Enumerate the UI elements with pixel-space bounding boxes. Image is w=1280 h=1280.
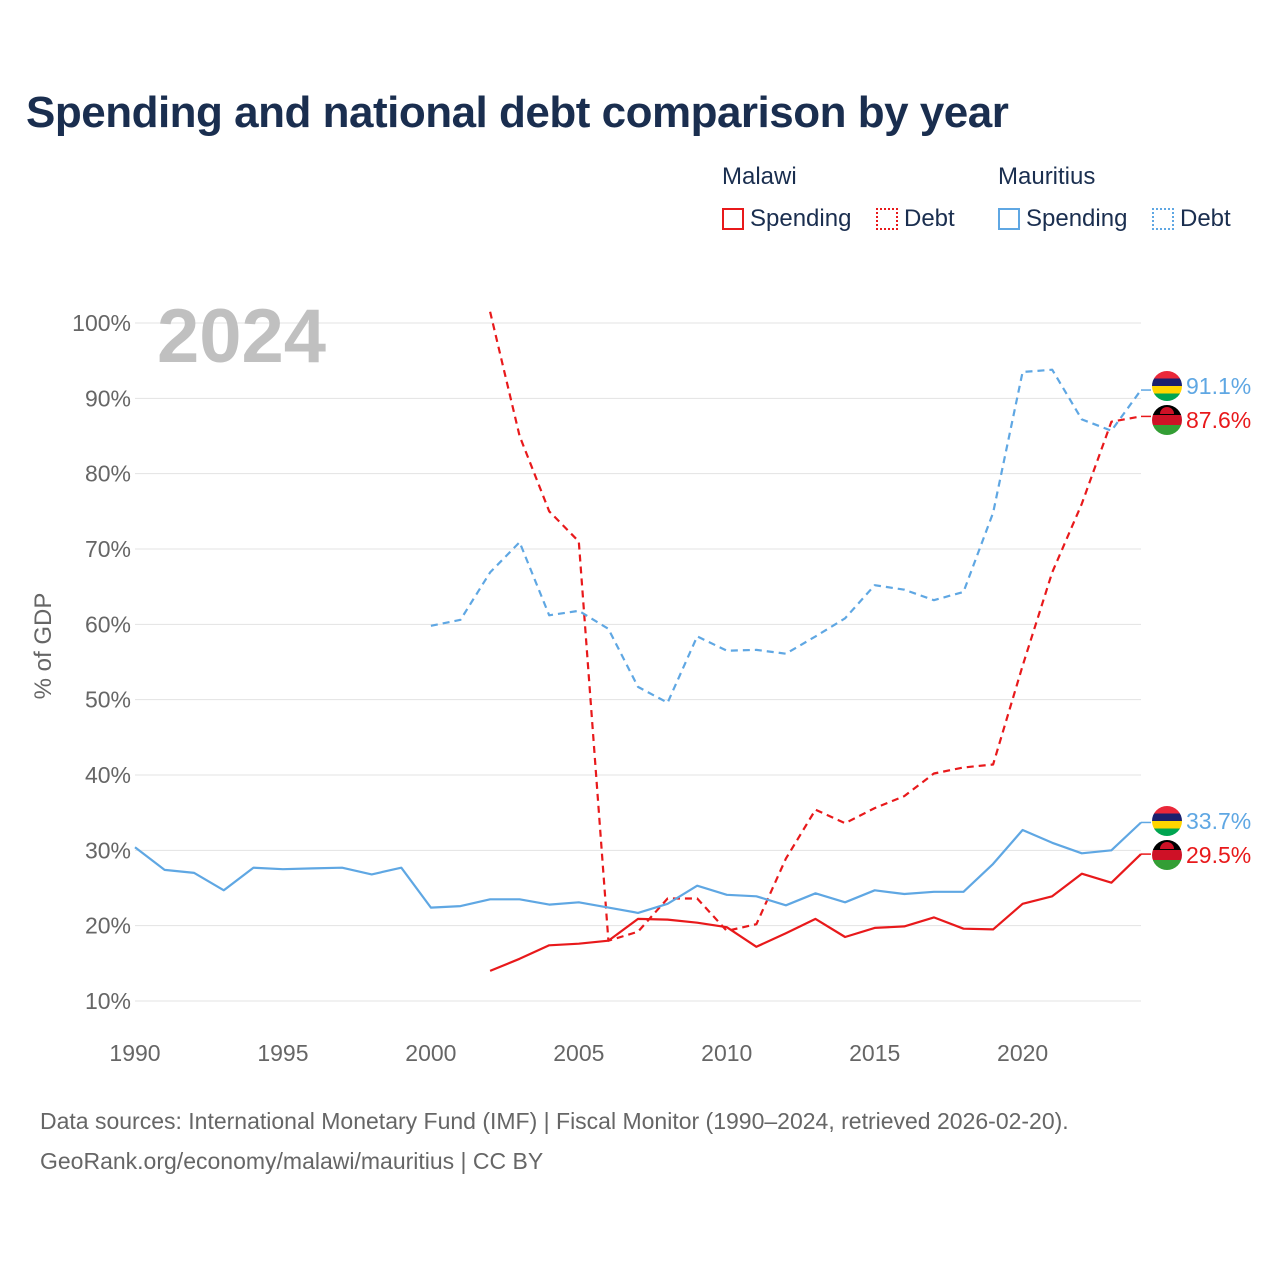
y-tick-label: 90%	[85, 385, 131, 411]
legend-item-mauritius-debt[interactable]: Debt	[1152, 205, 1231, 233]
malawi-flag-icon	[1152, 405, 1182, 435]
mauritius-debt-line	[430, 368, 1142, 704]
malawi-flag-icon	[1152, 840, 1182, 870]
y-tick-label: 80%	[85, 461, 131, 487]
legend-swatch-mauritius-spending	[998, 208, 1020, 230]
legend-country-mauritius: Mauritius	[998, 163, 1096, 190]
y-tick-label: 100%	[72, 310, 131, 336]
legend-item-malawi-debt[interactable]: Debt	[876, 205, 955, 233]
legend-label-malawi-debt: Debt	[904, 205, 955, 232]
x-tick-label: 2010	[701, 1040, 752, 1066]
legend-label-mauritius-spending: Spending	[1026, 205, 1128, 232]
legend-label-malawi-spending: Spending	[750, 205, 852, 232]
malawi-spending-end-label: 29.5%	[1186, 842, 1251, 868]
footer-attribution: GeoRank.org/economy/malawi/mauritius | C…	[40, 1148, 544, 1174]
legend-swatch-malawi-debt	[876, 208, 898, 230]
chart-title: Spending and national debt comparison by…	[26, 88, 1009, 137]
x-tick-label: 1990	[109, 1040, 160, 1066]
y-tick-label: 40%	[85, 762, 131, 788]
x-tick-label: 2005	[553, 1040, 604, 1066]
malawi-debt-line	[489, 311, 1142, 942]
y-axis-label: % of GDP	[30, 593, 57, 700]
y-tick-label: 20%	[85, 913, 131, 939]
line-chart: 2024 % of GDP 10% 20% 30% 40% 50% 60% 70% 80% 90…	[30, 294, 1251, 1066]
malawi-debt-end-label: 87.6%	[1186, 407, 1251, 433]
legend-item-malawi-spending[interactable]: Spending	[722, 205, 851, 233]
malawi-spending-line	[489, 853, 1142, 972]
legend-country-malawi: Malawi	[722, 163, 797, 190]
y-tick-label: 50%	[85, 687, 131, 713]
x-tick-label: 2015	[849, 1040, 900, 1066]
y-tick-label: 60%	[85, 611, 131, 637]
legend-item-mauritius-spending[interactable]: Spending	[998, 205, 1127, 233]
footer-sources: Data sources: International Monetary Fun…	[40, 1108, 1069, 1134]
y-tick-label: 10%	[85, 988, 131, 1014]
x-tick-label: 2000	[405, 1040, 456, 1066]
mauritius-spending-line	[134, 821, 1142, 915]
end-markers	[1152, 371, 1182, 870]
legend-swatch-mauritius-debt	[1152, 208, 1174, 230]
mauritius-debt-end-label: 91.1%	[1186, 373, 1251, 399]
x-tick-label: 2020	[997, 1040, 1048, 1066]
y-tick-label: 30%	[85, 837, 131, 863]
legend-label-mauritius-debt: Debt	[1180, 205, 1231, 232]
y-tick-label: 70%	[85, 536, 131, 562]
mauritius-flag-icon	[1152, 806, 1182, 836]
mauritius-flag-icon	[1152, 371, 1182, 401]
year-watermark: 2024	[157, 294, 326, 379]
mauritius-spending-end-label: 33.7%	[1186, 808, 1251, 834]
x-tick-label: 1995	[257, 1040, 308, 1066]
legend-swatch-malawi-spending	[722, 208, 744, 230]
